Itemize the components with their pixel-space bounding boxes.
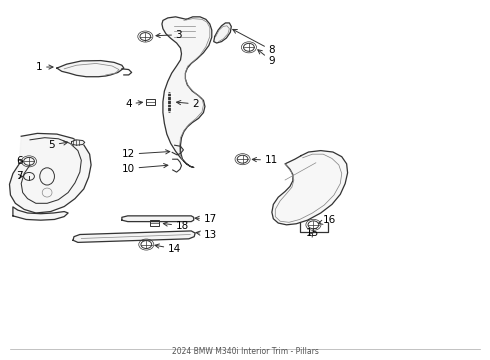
Polygon shape bbox=[272, 150, 347, 225]
Text: 6: 6 bbox=[16, 156, 23, 166]
Polygon shape bbox=[13, 207, 68, 220]
Text: 4: 4 bbox=[125, 99, 143, 109]
Text: 1: 1 bbox=[36, 62, 53, 72]
Text: 11: 11 bbox=[252, 155, 278, 165]
Text: 2: 2 bbox=[176, 99, 199, 109]
Bar bbox=[146, 99, 155, 105]
Text: 18: 18 bbox=[163, 221, 189, 231]
Text: 8: 8 bbox=[233, 30, 275, 55]
Text: 13: 13 bbox=[196, 230, 217, 239]
Text: 15: 15 bbox=[306, 228, 319, 238]
Text: 14: 14 bbox=[155, 244, 181, 254]
Text: 10: 10 bbox=[122, 163, 168, 174]
Text: 12: 12 bbox=[122, 149, 170, 159]
Polygon shape bbox=[72, 140, 85, 145]
Text: 3: 3 bbox=[156, 30, 182, 40]
Text: 17: 17 bbox=[195, 214, 217, 224]
Bar bbox=[150, 220, 159, 226]
Polygon shape bbox=[122, 216, 194, 222]
Text: 2024 BMW M340i Interior Trim - Pillars: 2024 BMW M340i Interior Trim - Pillars bbox=[172, 347, 318, 356]
Polygon shape bbox=[9, 134, 91, 213]
Text: 16: 16 bbox=[318, 215, 337, 225]
Polygon shape bbox=[57, 60, 124, 77]
Text: 7: 7 bbox=[16, 171, 23, 181]
Polygon shape bbox=[214, 23, 231, 43]
Text: 9: 9 bbox=[258, 50, 275, 66]
Text: 5: 5 bbox=[49, 140, 68, 150]
Polygon shape bbox=[73, 231, 195, 242]
Polygon shape bbox=[162, 17, 212, 167]
